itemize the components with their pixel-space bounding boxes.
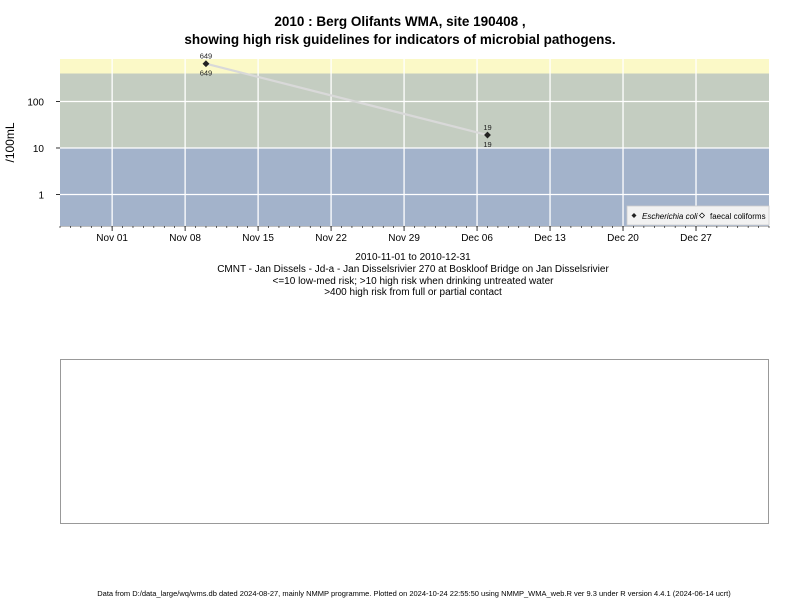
data-point-ecoli	[484, 131, 491, 139]
x-tick-label: Nov 29	[388, 233, 420, 244]
data-point-ecoli	[202, 60, 210, 68]
y-tick-label: 1	[38, 190, 44, 201]
x-tick-label: Dec 27	[680, 233, 712, 244]
y-tick-label: 10	[33, 144, 45, 155]
x-tick-label: Dec 06	[461, 233, 493, 244]
legend-label-faecal-coliforms: faecal coliforms	[710, 212, 766, 221]
guideline-caption-2: >400 high risk from full or partial cont…	[324, 287, 502, 298]
y-tick-label: 100	[27, 97, 44, 108]
x-tick-label: Dec 13	[534, 233, 566, 244]
empty-plot-panel	[60, 359, 769, 524]
grid-lines	[60, 59, 769, 226]
data-label-faecal-coliforms: 649	[200, 69, 213, 78]
series-markers: 649 19 649 19	[200, 52, 492, 149]
x-axis: Nov 01 Nov 08 Nov 15 Nov 22 Nov 29 Dec 06 Dec …	[59, 226, 770, 244]
y-axis: 1 10 100/100mL	[3, 97, 60, 201]
x-tick-label: Nov 08	[169, 233, 201, 244]
data-label-faecal-coliforms: 19	[483, 140, 491, 149]
risk-bands	[60, 59, 769, 226]
series-line-ecoli	[205, 62, 488, 137]
x-tick-label: Nov 01	[96, 233, 128, 244]
chart: Nov 01 Nov 08 Nov 15 Nov 22 Nov 29 Dec 06 Dec …	[3, 52, 770, 244]
site-caption: CMNT - Jan Dissels - Jd-a - Jan Disselsr…	[217, 264, 609, 275]
x-tick-label: Nov 22	[315, 233, 347, 244]
data-label-ecoli: 19	[483, 123, 491, 132]
legend-marker-ecoli	[631, 213, 637, 218]
date-range-caption: 2010-11-01 to 2010-12-31	[355, 252, 471, 263]
x-tick-label: Nov 15	[242, 233, 274, 244]
legend: Escherichia coli faecal coliforms	[626, 205, 770, 226]
risk-band-2	[60, 59, 769, 74]
footer-note: Data from D:/data_large/wq/wms.db dated …	[97, 589, 731, 598]
guideline-caption-1: <=10 low-med risk; >10 high risk when dr…	[272, 276, 554, 287]
data-label-ecoli: 649	[200, 52, 213, 61]
chart-title-line-2: showing high risk guidelines for indicat…	[184, 32, 616, 47]
x-tick-label: Dec 20	[607, 233, 639, 244]
chart-title-line-1: 2010 : Berg Olifants WMA, site 190408 ,	[274, 14, 526, 29]
risk-band-1	[60, 73, 769, 148]
y-axis-label: /100mL	[3, 122, 17, 162]
series-lines	[205, 62, 488, 137]
legend-marker-faecal-coliforms	[699, 212, 705, 219]
legend-label-ecoli: Escherichia coli	[642, 212, 698, 221]
legend-box	[626, 205, 770, 226]
